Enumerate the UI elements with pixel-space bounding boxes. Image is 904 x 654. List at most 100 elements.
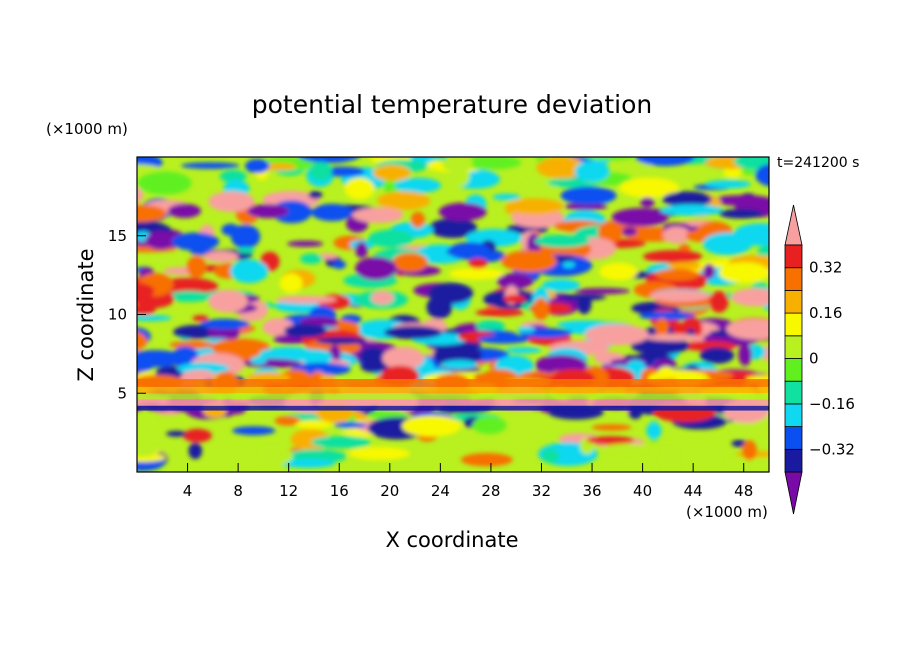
contour-blob bbox=[244, 159, 270, 174]
contour-blob bbox=[308, 191, 323, 199]
contour-blob bbox=[442, 157, 473, 173]
contour-blob bbox=[645, 333, 702, 341]
contour-blob bbox=[562, 261, 575, 269]
contour-blob bbox=[619, 177, 679, 198]
contour-blob bbox=[536, 157, 587, 179]
contour-blob bbox=[542, 279, 581, 292]
y-tick-label: 15 bbox=[108, 227, 127, 245]
contour-blob bbox=[627, 360, 645, 372]
contour-blob bbox=[258, 446, 293, 466]
contour-blob bbox=[705, 179, 751, 189]
contour-blob bbox=[188, 442, 203, 460]
contour-blob bbox=[137, 187, 144, 203]
contour-blob bbox=[428, 218, 478, 239]
contour-blob bbox=[186, 255, 207, 278]
contour-blob bbox=[137, 164, 162, 174]
contour-blob bbox=[646, 422, 662, 439]
contour-blob bbox=[377, 191, 431, 211]
colorbar-segment bbox=[784, 244, 803, 269]
contour-blob bbox=[718, 262, 769, 283]
contour-blob bbox=[237, 247, 255, 254]
contour-blob bbox=[564, 202, 608, 211]
contour-blob bbox=[168, 203, 201, 218]
contour-blob bbox=[441, 360, 478, 369]
contour-blob bbox=[275, 295, 337, 304]
colorbar-segment bbox=[784, 380, 803, 405]
time-label: t=241200 s bbox=[777, 155, 859, 171]
contour-blob bbox=[382, 346, 425, 370]
x-axis-label: X coordinate bbox=[385, 528, 518, 552]
contour-blob bbox=[203, 251, 239, 262]
colorbar-segment bbox=[784, 312, 803, 337]
contour-blobs bbox=[137, 157, 769, 472]
contour-blob bbox=[586, 436, 635, 445]
contour-blob bbox=[241, 358, 301, 368]
contour-blob bbox=[573, 288, 631, 295]
contour-blob bbox=[599, 262, 638, 281]
contour-blob bbox=[280, 459, 335, 468]
contour-blob bbox=[733, 157, 769, 170]
colorbar-segment bbox=[784, 289, 803, 314]
colorbar-segment bbox=[784, 335, 803, 359]
contour-blob bbox=[394, 177, 442, 194]
x-axis: 4 8 12 16 20 24 28 32 36 40 44 48 bbox=[183, 463, 753, 500]
contour-blob bbox=[574, 160, 610, 183]
colorbar-tick-label: 0.32 bbox=[809, 259, 842, 277]
x-tick-label: 36 bbox=[582, 482, 601, 500]
colorbar-max-triangle bbox=[784, 204, 803, 246]
contour-blob bbox=[181, 162, 240, 169]
contour-blob bbox=[585, 324, 649, 346]
contour-blob bbox=[230, 224, 261, 249]
contour-blob bbox=[145, 231, 177, 250]
contour-blob bbox=[300, 253, 323, 264]
colorbar-tick-label: 0 bbox=[809, 350, 819, 368]
contour-blob bbox=[552, 255, 575, 262]
contour-blob bbox=[723, 167, 742, 178]
contour-blob bbox=[460, 157, 522, 170]
contour-blob bbox=[232, 426, 276, 436]
contour-blob bbox=[603, 443, 650, 454]
colorbar-tick-label: −0.16 bbox=[809, 395, 855, 413]
contour-blob bbox=[344, 177, 375, 200]
contour-blob bbox=[433, 157, 448, 161]
contour-blob bbox=[401, 415, 462, 437]
contour-blob bbox=[247, 204, 289, 219]
contour-blob bbox=[477, 334, 530, 344]
contour-blob bbox=[505, 347, 542, 354]
contour-blob bbox=[298, 157, 360, 164]
x-tick-label: 44 bbox=[684, 482, 703, 500]
contour-blob bbox=[534, 234, 590, 248]
contour-blob bbox=[703, 263, 716, 280]
contour-blob bbox=[137, 445, 156, 457]
contour-blob bbox=[505, 198, 564, 215]
contour-blob bbox=[311, 203, 354, 222]
contour-blob bbox=[334, 422, 367, 429]
contour-blob bbox=[360, 360, 391, 373]
x-tick-label: 48 bbox=[734, 482, 753, 500]
contour-blob bbox=[517, 326, 535, 333]
contour-blob bbox=[598, 220, 623, 244]
contour-blob bbox=[200, 318, 250, 330]
contour-blob bbox=[355, 256, 397, 281]
contour-blob bbox=[492, 193, 521, 201]
contour-blob bbox=[371, 291, 394, 305]
chart-title: potential temperature deviation bbox=[252, 90, 652, 119]
contour-blob bbox=[699, 347, 735, 364]
contour-blob bbox=[731, 288, 769, 307]
x-tick-label: 16 bbox=[330, 482, 349, 500]
contour-blob bbox=[635, 157, 695, 167]
contour-blob bbox=[649, 289, 710, 302]
contour-blob bbox=[475, 308, 525, 317]
contour-blob bbox=[316, 337, 367, 345]
x-tick-label: 32 bbox=[532, 482, 551, 500]
colorbar-segment bbox=[784, 267, 803, 291]
colorbar-segment bbox=[784, 426, 803, 450]
contour-blob bbox=[166, 290, 212, 302]
y-tick-label: 10 bbox=[108, 306, 127, 324]
contour-layer bbox=[137, 386, 769, 394]
contour-blob bbox=[426, 295, 453, 320]
contour-blob bbox=[309, 161, 333, 181]
contour-blob bbox=[662, 226, 691, 244]
contour-blob bbox=[542, 448, 559, 464]
contour-blob bbox=[279, 273, 303, 293]
